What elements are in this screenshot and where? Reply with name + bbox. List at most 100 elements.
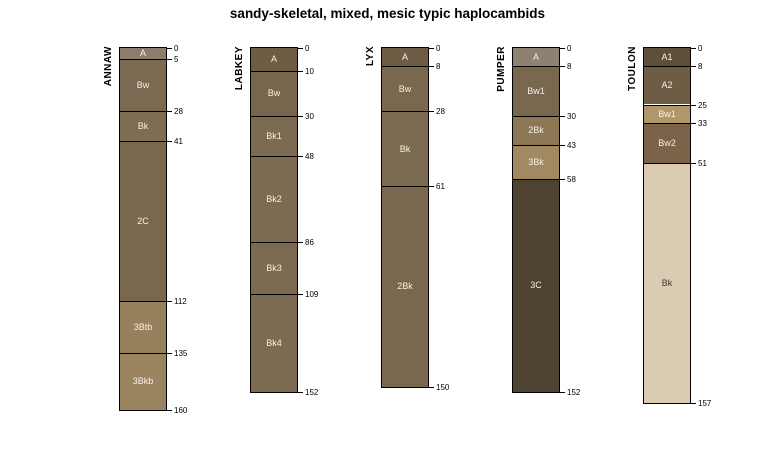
depth-label: 0 (174, 44, 179, 53)
horizon-bw: Bw (120, 59, 166, 112)
depth-tick (167, 140, 172, 142)
profile-column: A Bw Bk 2C 3Btb 3Bkb (119, 47, 167, 411)
depth-label: 0 (698, 44, 703, 53)
depth-label: 157 (698, 398, 712, 408)
profile-column: A Bw1 2Bk 3Bk 3C (512, 47, 560, 393)
depth-label: 160 (174, 405, 188, 415)
depth-label: 58 (567, 175, 576, 185)
depth-tick (429, 387, 434, 388)
depth-tick (560, 179, 565, 181)
horizon-label: A1 (661, 51, 673, 62)
soil-profile-annaw: ANNAW A Bw Bk 2C 3Btb 3Bkb 0 5 28 41 112 135 160 (103, 45, 187, 415)
horizon-bk4: Bk4 (251, 294, 297, 392)
horizon-label: Bw (398, 83, 412, 94)
depth-label: 61 (436, 181, 445, 191)
depth-label: 0 (305, 44, 310, 53)
soil-profile-toulon: TOULON A1 A2 Bw1 Bw2 Bk 0 8 25 33 51 157 (627, 45, 711, 408)
horizon-3bk: 3Bk (513, 145, 559, 180)
horizon-bk1: Bk1 (251, 115, 297, 157)
horizon-label: Bk2 (266, 194, 282, 205)
horizon-label: A (270, 53, 277, 64)
depth-tick (560, 115, 565, 117)
depth-label: 10 (305, 66, 314, 76)
depth-label: 30 (567, 111, 576, 121)
horizon-label: A2 (661, 80, 673, 91)
profile-name: TOULON (627, 46, 638, 92)
horizon-a: A (382, 48, 428, 67)
depth-label: 8 (436, 62, 441, 72)
horizon-bk: Bk (644, 163, 690, 403)
depth-tick (429, 48, 434, 49)
depth-tick (298, 70, 303, 72)
horizon-label: 2C (137, 215, 149, 226)
depth-tick (429, 111, 434, 113)
depth-label: 25 (698, 100, 707, 110)
horizon-bw1: Bw1 (513, 66, 559, 116)
depth-tick (560, 145, 565, 147)
depth-tick (298, 115, 303, 117)
depth-tick (691, 402, 696, 404)
horizon-a2: A2 (644, 66, 690, 105)
horizon-bk: Bk (120, 111, 166, 141)
depth-label: 152 (567, 387, 581, 397)
depth-tick (167, 409, 172, 411)
depth-tick (429, 66, 434, 68)
horizon-bw2: Bw2 (644, 122, 690, 164)
depth-label: 41 (174, 136, 183, 146)
horizon-3btb: 3Btb (120, 301, 166, 354)
horizon-a: A (251, 48, 297, 71)
horizon-label: Bk1 (266, 131, 282, 142)
horizon-label: Bw1 (658, 108, 676, 119)
depth-label: 150 (436, 383, 450, 392)
horizon-label: 3Bkb (132, 376, 154, 387)
depth-tick (167, 301, 172, 303)
depth-tick (560, 48, 565, 49)
depth-tick (560, 66, 565, 68)
depth-label: 48 (305, 152, 314, 162)
depth-tick (298, 391, 303, 393)
horizon-a1: A1 (644, 48, 690, 67)
depth-tick (167, 353, 172, 355)
horizon-label: A (139, 48, 146, 59)
horizon-label: 2Bk (397, 281, 413, 292)
depth-label: 0 (436, 44, 441, 53)
horizon-label: Bk4 (266, 337, 282, 348)
chart-title: sandy-skeletal, mixed, mesic typic haplo… (229, 6, 546, 21)
profile-column: A1 A2 Bw1 Bw2 Bk (643, 47, 691, 404)
horizon-label: 3C (530, 280, 542, 291)
horizon-3bkb: 3Bkb (120, 353, 166, 410)
horizon-label: 3Btb (133, 322, 153, 333)
depth-tick (560, 391, 565, 393)
depth-tick (167, 111, 172, 113)
horizon-label: 2Bk (528, 125, 544, 136)
horizon-label: Bk (399, 143, 411, 154)
depth-tick (691, 48, 696, 49)
soil-profile-labkey: LABKEY A Bw Bk1 Bk2 Bk3 Bk4 0 10 30 48 86 109 152 (234, 45, 318, 397)
horizon-bw1: Bw1 (644, 104, 690, 123)
soil-profile-pumper: PUMPER A Bw1 2Bk 3Bk 3C 0 8 30 43 58 152 (496, 45, 580, 397)
horizon-label: A (401, 51, 408, 62)
depth-label: 28 (174, 107, 183, 117)
profile-column: A Bw Bk 2Bk (381, 47, 429, 388)
profile-name: LABKEY (234, 46, 245, 91)
depth-label: 43 (567, 141, 576, 151)
depth-tick (298, 48, 303, 49)
depth-label: 28 (436, 107, 445, 117)
horizon-label: Bk (137, 120, 149, 131)
horizon-a: A (120, 48, 166, 60)
depth-tick (691, 104, 696, 106)
depth-tick (691, 122, 696, 124)
horizon-label: Bk3 (266, 263, 282, 274)
horizon-label: Bw (267, 88, 281, 99)
horizon-label: Bw (136, 80, 150, 91)
depth-tick (298, 156, 303, 158)
depth-label: 135 (174, 349, 188, 359)
horizon-2c: 2C (120, 140, 166, 302)
depth-label: 0 (567, 44, 572, 53)
horizon-2bk: 2Bk (513, 115, 559, 146)
depth-tick (167, 48, 172, 49)
horizon-2bk: 2Bk (382, 185, 428, 387)
depth-tick (691, 163, 696, 165)
horizon-3c: 3C (513, 179, 559, 392)
depth-label: 152 (305, 387, 319, 397)
